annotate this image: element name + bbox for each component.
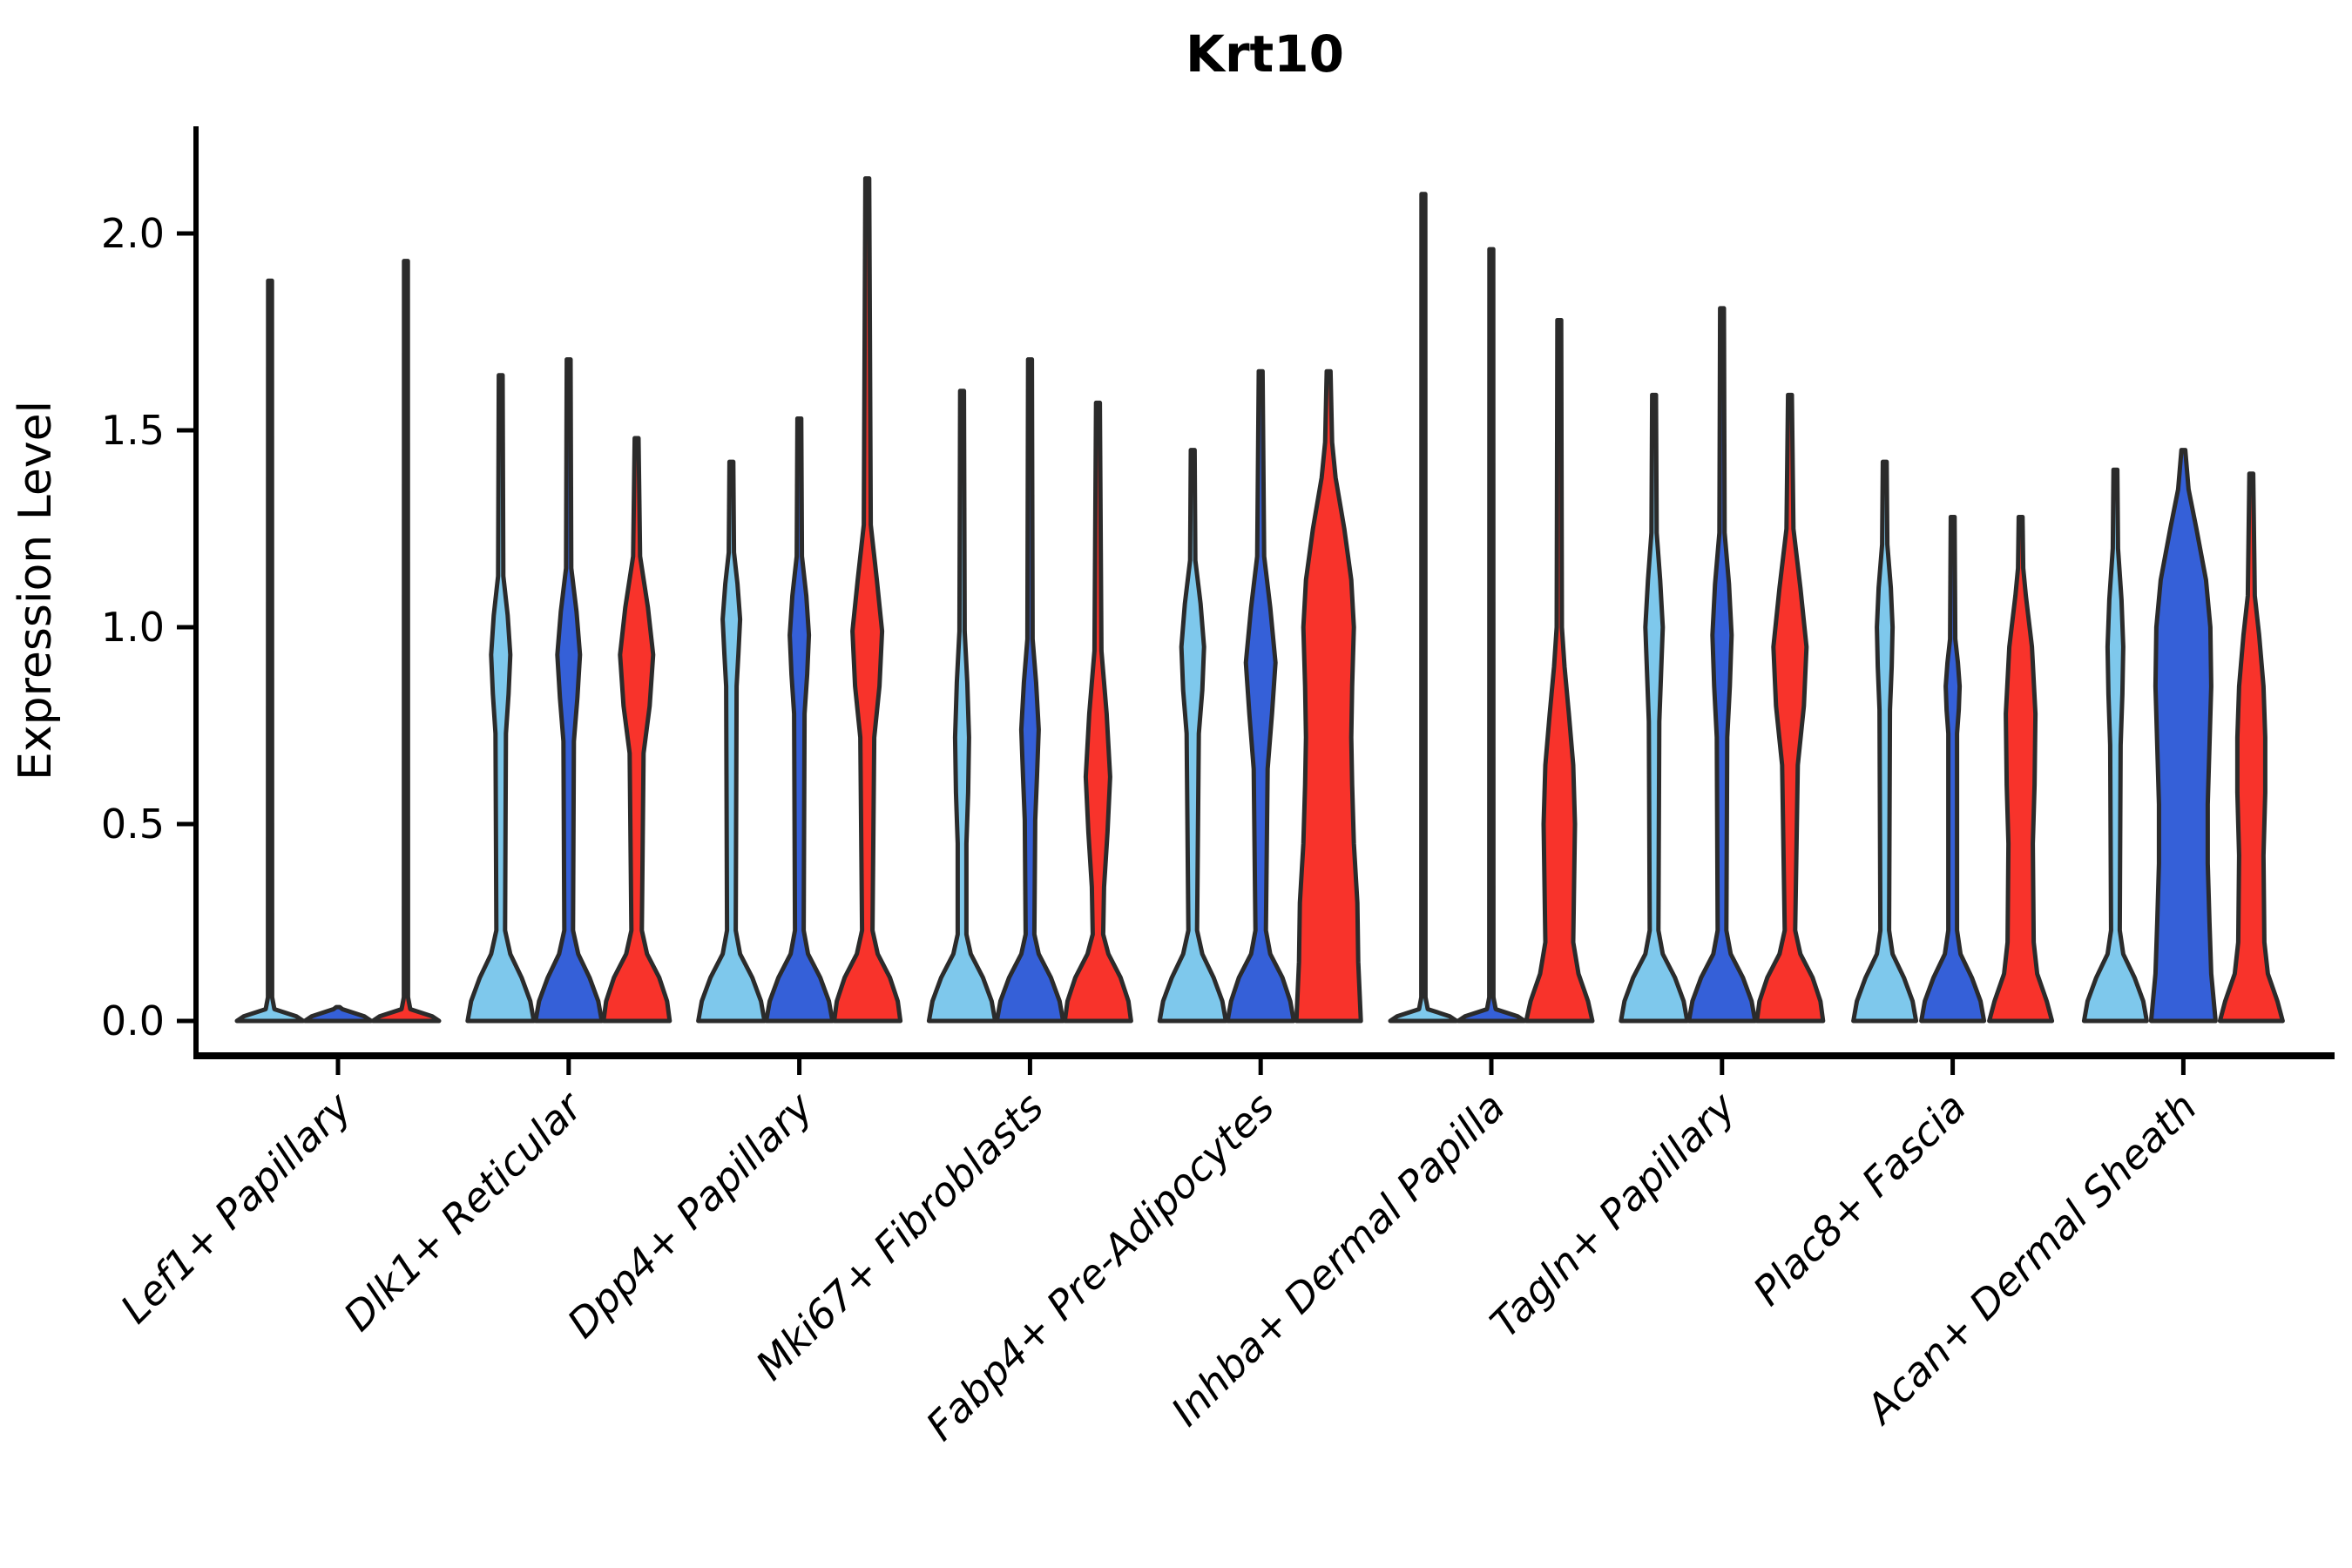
violin-acan-dermal-sheath-group-3-red <box>2217 471 2285 1024</box>
y-tick-label-2.0: 2.0 <box>101 210 165 257</box>
violin-plac8-fascia-group-3-red <box>1987 514 2055 1024</box>
violin-plac8-fascia-group-2-dark-blue <box>1919 514 1987 1024</box>
violin-tagln-papillary-group-1-light-blue <box>1619 392 1690 1024</box>
violin-tagln-papillary-group-2-dark-blue <box>1686 306 1758 1024</box>
violin-dpp4-papillary-group-2-dark-blue <box>764 416 835 1024</box>
violin-lef1-papillary-group-3-red <box>370 259 442 1024</box>
violin-dpp4-papillary-group-3-red <box>832 176 903 1024</box>
violin-mki67-fibroblasts-group-2-dark-blue <box>994 357 1065 1024</box>
violin-dpp4-papillary-group-1-light-blue <box>696 459 767 1024</box>
y-tick-label-0.0: 0.0 <box>101 997 165 1044</box>
x-tick-label-tagln-papillary: Tagln+ Papillary <box>1481 1083 1745 1347</box>
violin-inhba-dermal-papilla-group-3-red <box>1524 317 1595 1024</box>
violin-plac8-fascia-group-1-light-blue <box>1851 459 1919 1024</box>
violin-dlk1-reticular-group-3-red <box>601 436 672 1024</box>
violin-dlk1-reticular-group-1-light-blue <box>465 373 537 1024</box>
violin-inhba-dermal-papilla-group-1-light-blue <box>1388 192 1459 1024</box>
y-tick-label-1.5: 1.5 <box>101 407 165 454</box>
violin-mki67-fibroblasts-group-3-red <box>1062 400 1133 1024</box>
violin-fabp4-pre-adipocytes-group-3-red <box>1294 368 1363 1024</box>
violin-dlk1-reticular-group-2-dark-blue <box>533 357 605 1024</box>
violin-lef1-papillary-group-2-dark-blue <box>302 1004 374 1024</box>
violins-layer <box>234 176 2285 1024</box>
violin-tagln-papillary-group-3-red <box>1754 392 1826 1024</box>
y-tick-label-0.5: 0.5 <box>101 801 165 848</box>
violin-mki67-fibroblasts-group-1-light-blue <box>926 389 997 1024</box>
violin-fabp4-pre-adipocytes-group-1-light-blue <box>1157 448 1228 1024</box>
y-axis-label: Expression Level <box>10 401 62 781</box>
violin-acan-dermal-sheath-group-2-dark-blue <box>2148 448 2218 1024</box>
x-tick-label-plac8-fascia: Plac8+ Fascia <box>1744 1084 1975 1315</box>
violin-acan-dermal-sheath-group-1-light-blue <box>2081 467 2149 1024</box>
violin-fabp4-pre-adipocytes-group-2-dark-blue <box>1225 368 1296 1024</box>
x-tick-label-lef1-papillary: Lef1+ Papillary <box>112 1083 361 1332</box>
violin-lef1-papillary-group-1-light-blue <box>234 278 306 1024</box>
x-tick-label-dpp4-papillary: Dpp4+ Papillary <box>558 1083 822 1347</box>
x-tick-label-dlk1-reticular: Dlk1+ Reticular <box>335 1081 593 1340</box>
y-tick-label-1.0: 1.0 <box>101 604 165 651</box>
chart-title: Krt10 <box>1186 24 1344 84</box>
violin-inhba-dermal-papilla-group-2-dark-blue <box>1456 247 1527 1024</box>
